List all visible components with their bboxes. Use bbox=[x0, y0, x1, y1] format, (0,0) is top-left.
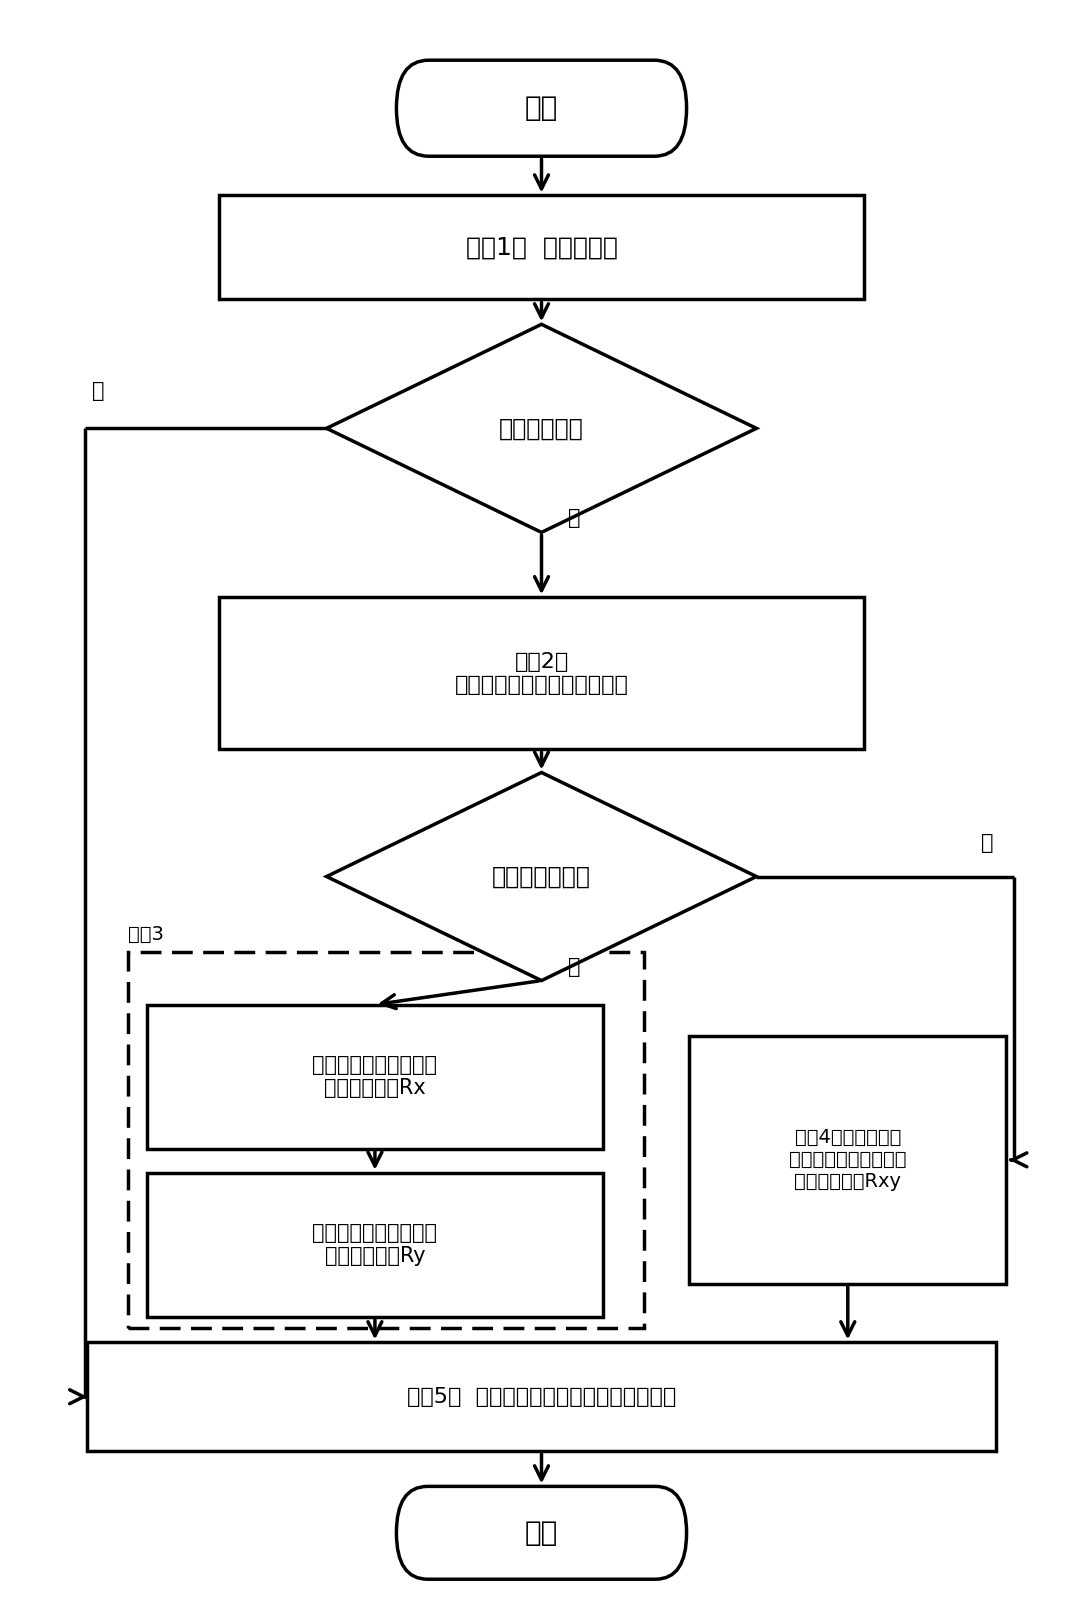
Polygon shape bbox=[327, 772, 756, 980]
Bar bbox=[219, 195, 864, 299]
Text: 否: 否 bbox=[981, 832, 994, 853]
FancyBboxPatch shape bbox=[396, 60, 687, 156]
Text: 步骤5：  判断车辆绝缘性能是否下降并告警: 步骤5： 判断车辆绝缘性能是否下降并告警 bbox=[407, 1387, 676, 1406]
Text: 步骤3: 步骤3 bbox=[128, 925, 164, 944]
Text: 是: 是 bbox=[569, 957, 580, 977]
Bar bbox=[689, 1036, 1006, 1284]
Text: 系统未上高压电: 系统未上高压电 bbox=[492, 864, 591, 888]
FancyBboxPatch shape bbox=[396, 1487, 687, 1578]
Bar bbox=[219, 597, 864, 750]
Bar bbox=[88, 1342, 995, 1451]
Text: 测量负母线对车体机壳
等效绝缘电阻Ry: 测量负母线对车体机壳 等效绝缘电阻Ry bbox=[312, 1223, 438, 1266]
Text: 是: 是 bbox=[569, 508, 580, 528]
Bar bbox=[146, 1173, 603, 1316]
Text: 步骤2：
系统高压电上电状态判断模块: 步骤2： 系统高压电上电状态判断模块 bbox=[455, 652, 628, 695]
Text: 结束: 结束 bbox=[525, 1519, 558, 1546]
Text: 步骤1：  自检测模块: 步骤1： 自检测模块 bbox=[466, 235, 617, 259]
Text: 开始: 开始 bbox=[525, 95, 558, 122]
Bar bbox=[128, 953, 643, 1327]
Bar bbox=[146, 1004, 603, 1149]
Text: 自检测通过？: 自检测通过？ bbox=[499, 417, 584, 441]
Text: 否: 否 bbox=[92, 381, 105, 401]
Polygon shape bbox=[327, 325, 756, 533]
Text: 步骤4：测量正、负
母线对车体机壳等效绝
缘电阻并联值Rxy: 步骤4：测量正、负 母线对车体机壳等效绝 缘电阻并联值Rxy bbox=[790, 1128, 906, 1191]
Text: 测量正母线对车体机壳
等效绝缘电阻Rx: 测量正母线对车体机壳 等效绝缘电阻Rx bbox=[312, 1056, 438, 1099]
